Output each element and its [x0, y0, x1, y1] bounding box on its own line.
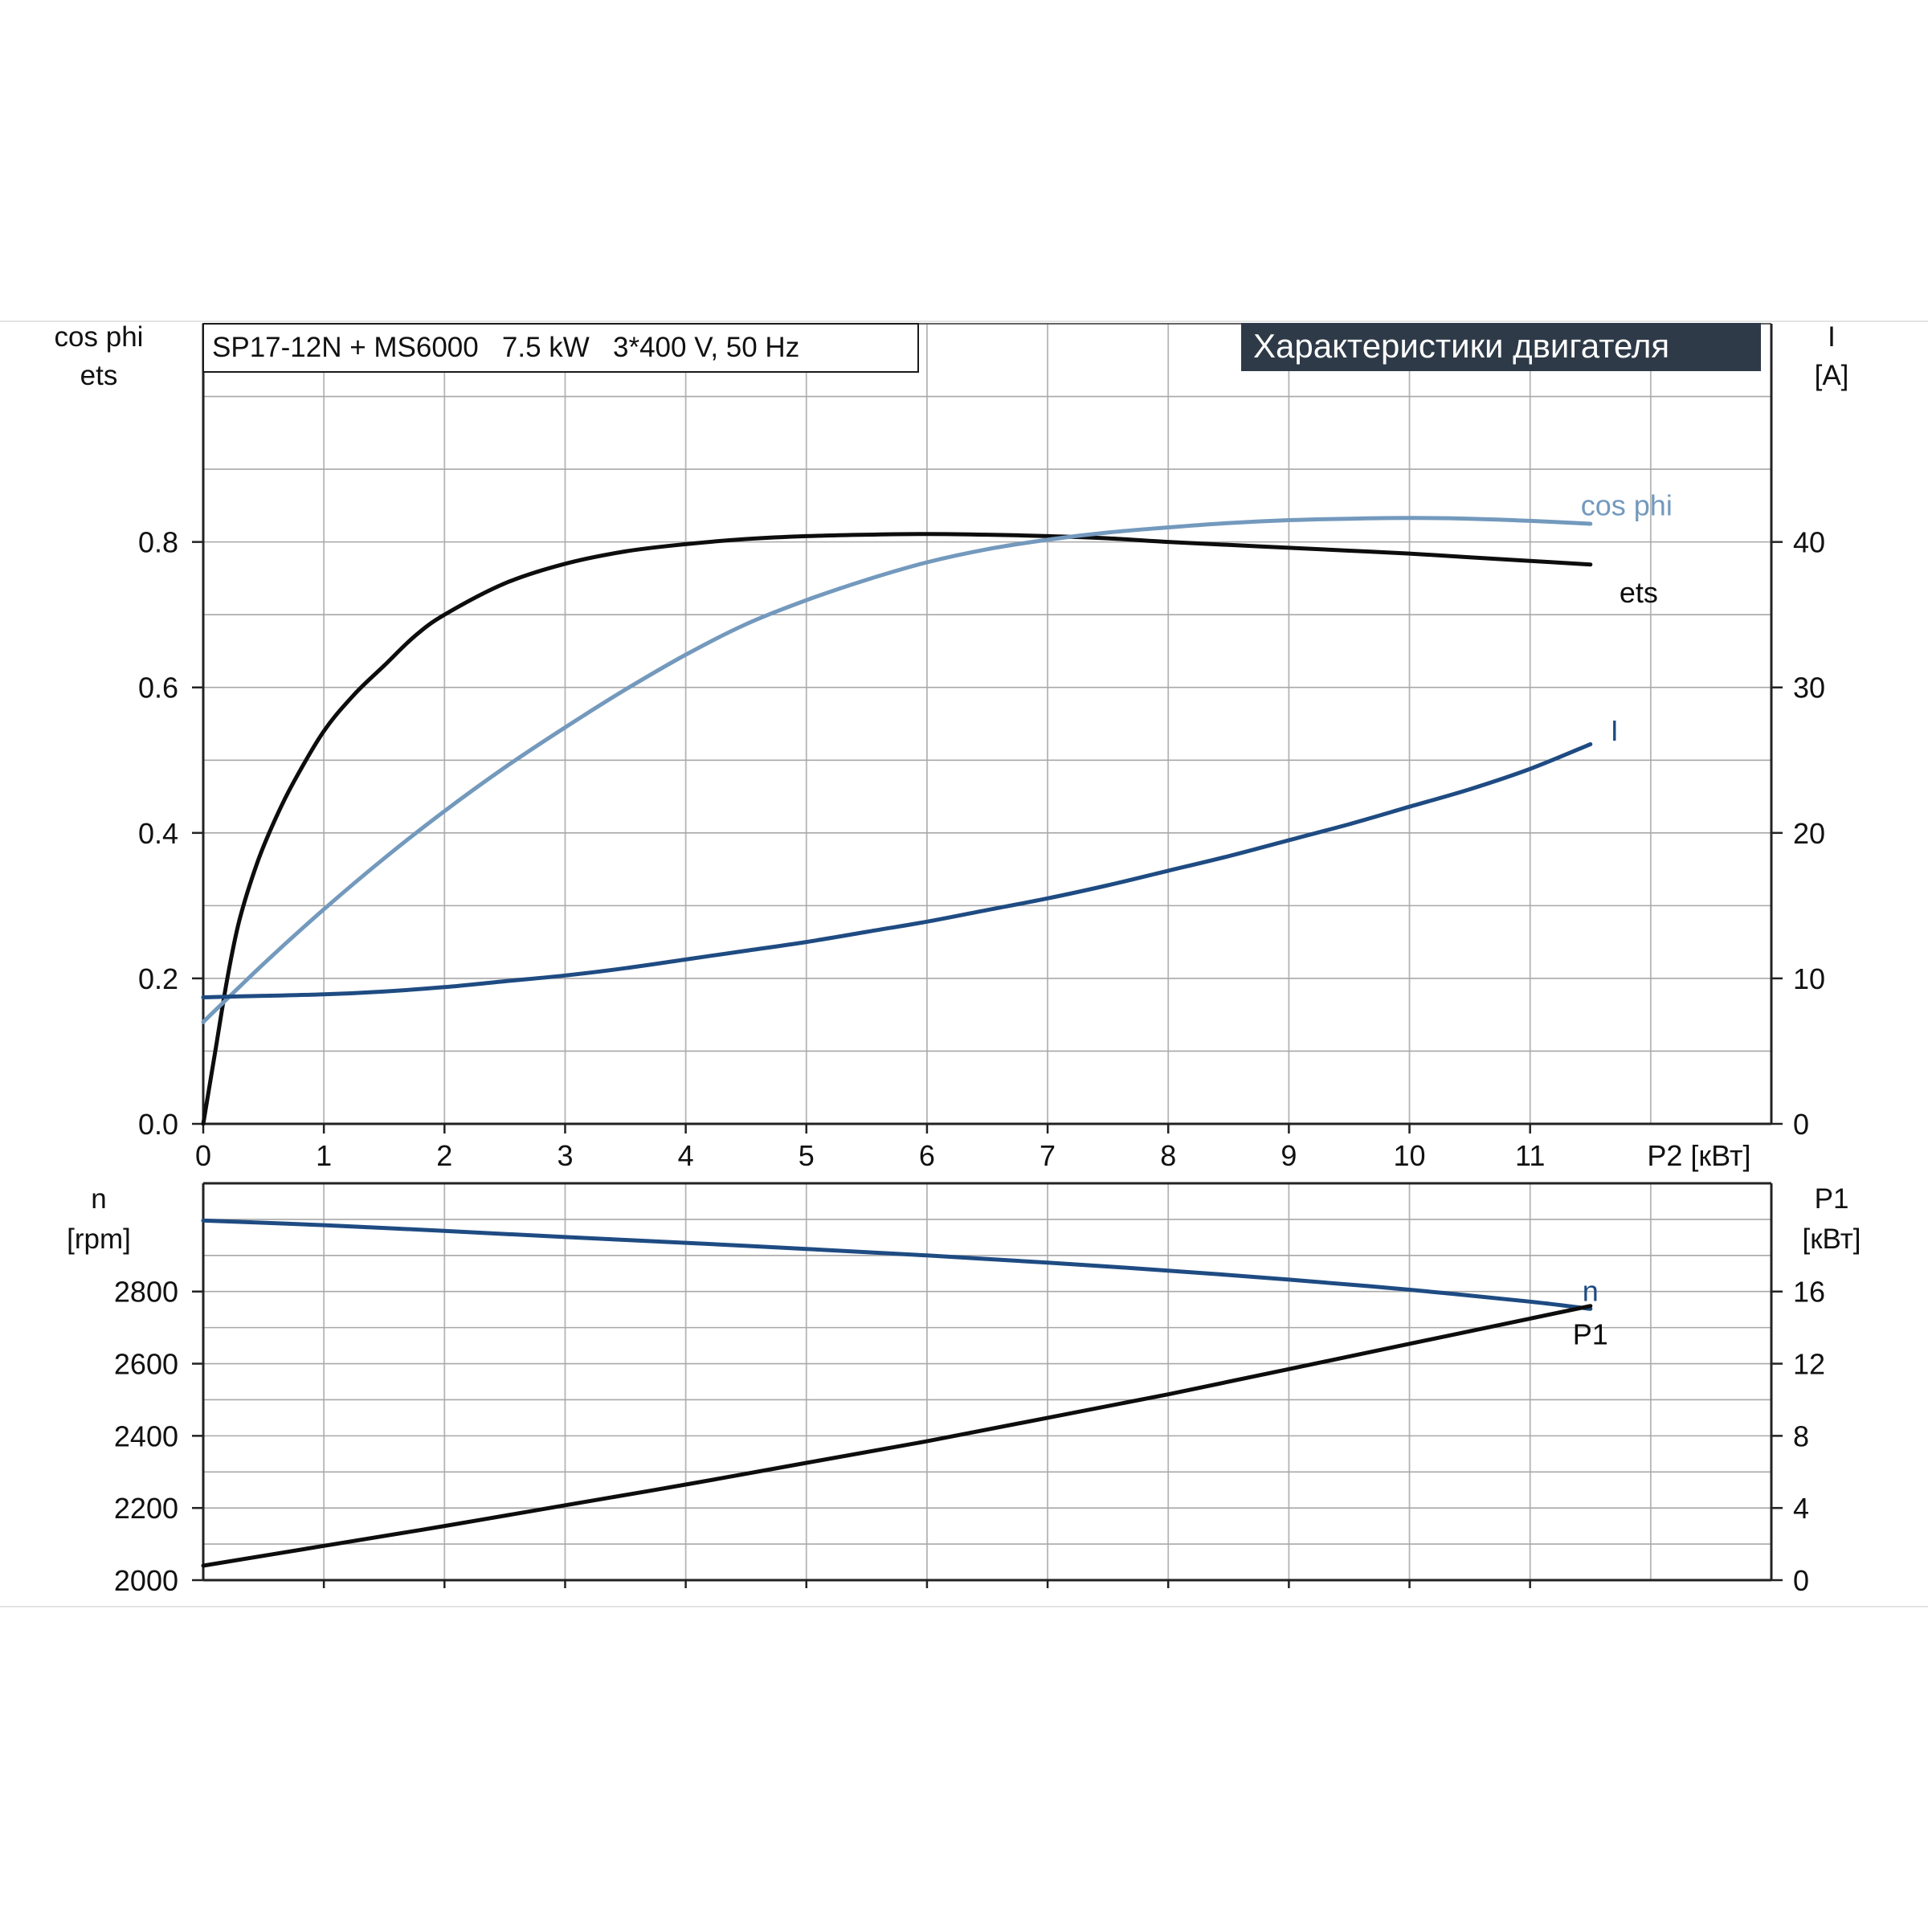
right-axis-title-line: I	[1828, 321, 1836, 353]
right-tick-label: 0	[1793, 1564, 1809, 1597]
left-tick-label: 2600	[114, 1348, 178, 1381]
x-tick-label: 2	[436, 1139, 452, 1172]
model-label: SP17-12N + MS6000 7.5 kW 3*400 V, 50 Hz	[212, 332, 799, 363]
frame-layer	[0, 321, 1928, 1607]
left-tick-label: 0.6	[138, 672, 178, 705]
x-tick-label: 11	[1515, 1139, 1545, 1172]
left-tick-label: 2800	[114, 1276, 178, 1309]
left-tick-label: 2200	[114, 1492, 178, 1525]
x-tick-label: 9	[1281, 1139, 1297, 1172]
x-tick-label: 0	[195, 1139, 211, 1172]
right-tick-label: 40	[1793, 526, 1825, 559]
left-tick-label: 0.4	[138, 817, 178, 850]
series-line-n	[201, 1218, 1593, 1311]
left-axis-title-line: [rpm]	[67, 1223, 131, 1255]
model-label-box	[202, 323, 919, 373]
right-axis-title-line: [кВт]	[1803, 1223, 1861, 1255]
x-tick-label: 1	[316, 1139, 332, 1172]
right-tick-label: 4	[1793, 1492, 1809, 1525]
grid-layer	[202, 323, 1772, 1581]
curve-label-ets: ets	[1620, 576, 1658, 609]
x-tick-label: 7	[1040, 1139, 1056, 1172]
x-tick-label: 6	[919, 1139, 935, 1172]
series-line-cos-phi	[201, 516, 1593, 1024]
x-tick-label: 8	[1160, 1139, 1176, 1172]
series-layer	[201, 516, 1593, 1568]
x-axis-title: P2 [кВт]	[1647, 1139, 1750, 1172]
right-tick-label: 20	[1793, 817, 1825, 850]
x-tick-label: 5	[799, 1139, 815, 1172]
right-tick-label: 16	[1793, 1276, 1825, 1309]
left-tick-label: 0.0	[138, 1108, 178, 1141]
right-axis-title-line: P1	[1815, 1183, 1849, 1215]
right-tick-label: 12	[1793, 1348, 1825, 1381]
x-tick-label: 3	[557, 1139, 573, 1172]
right-tick-label: 8	[1793, 1419, 1809, 1452]
curve-label-i: I	[1611, 714, 1619, 747]
right-tick-label: 30	[1793, 672, 1825, 705]
left-tick-label: 2400	[114, 1419, 178, 1452]
chart-title-box	[1241, 323, 1761, 371]
left-tick-label: 0.8	[138, 526, 178, 559]
right-tick-label: 10	[1793, 962, 1825, 995]
left-axis-title-line: ets	[80, 360, 118, 391]
curve-label-n: n	[1583, 1275, 1599, 1308]
series-line-p1	[201, 1304, 1593, 1568]
left-axis-title-line: n	[91, 1183, 106, 1215]
right-axis-title-line: [A]	[1815, 360, 1849, 391]
left-tick-label: 0.2	[138, 962, 178, 995]
left-axis-title-line: cos phi	[55, 321, 144, 353]
series-line-ets	[201, 532, 1593, 1126]
curve-label-cos-phi: cos phi	[1581, 488, 1673, 521]
series-line-i	[201, 741, 1593, 999]
chart-title: Характеристики двигателя	[1253, 327, 1669, 365]
curve-label-p1: P1	[1573, 1318, 1608, 1351]
x-tick-label: 10	[1394, 1139, 1426, 1172]
right-tick-label: 0	[1793, 1108, 1809, 1141]
x-tick-label: 4	[678, 1139, 694, 1172]
left-tick-label: 2000	[114, 1564, 178, 1597]
